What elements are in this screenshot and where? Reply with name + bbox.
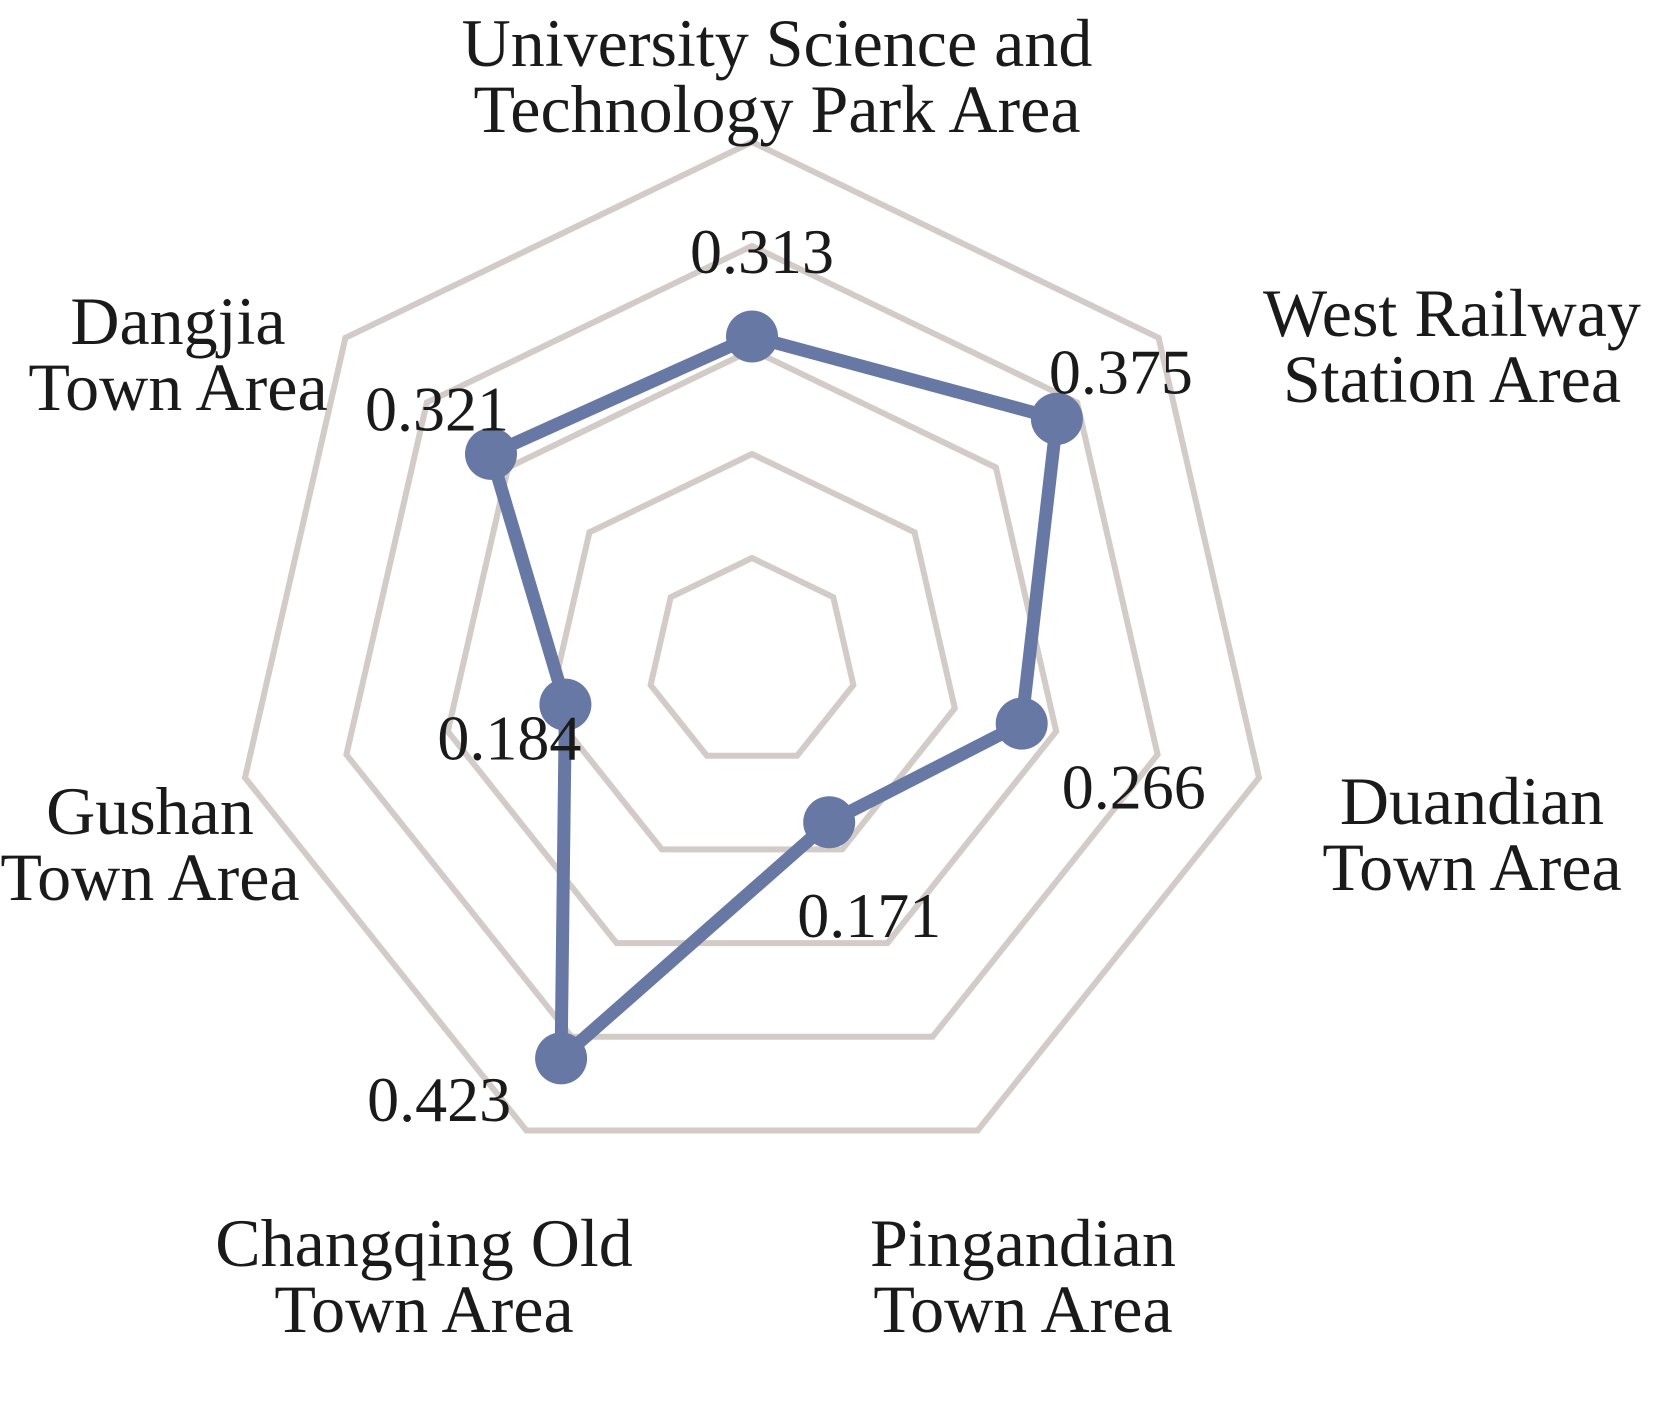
data-point-1 bbox=[726, 310, 778, 363]
axis-label-5-line-2: Town Area bbox=[274, 1271, 573, 1347]
axis-label-3-line-1: Duandian bbox=[1340, 763, 1604, 839]
grid-ring-3 bbox=[444, 346, 1060, 947]
radar-grid bbox=[241, 138, 1263, 1134]
grid-ring-4 bbox=[343, 242, 1161, 1040]
data-point-5 bbox=[535, 1032, 588, 1085]
grid-ring-5 bbox=[241, 138, 1263, 1134]
axis-label-5-line-1: Changqing Old bbox=[215, 1205, 632, 1281]
axis-label-3: Duandian Town Area bbox=[1322, 763, 1621, 905]
value-label-4: 0.171 bbox=[797, 880, 941, 951]
data-point-7 bbox=[465, 427, 517, 480]
value-labels: 0.313 0.375 0.266 0.171 0.423 0.184 0.321 bbox=[365, 216, 1206, 1135]
radar-series bbox=[465, 310, 1083, 1085]
data-point-4 bbox=[803, 796, 856, 849]
axis-label-5: Changqing Old Town Area bbox=[215, 1205, 632, 1347]
grid-ring-1 bbox=[647, 554, 857, 759]
grid-ring-2 bbox=[545, 450, 959, 853]
axis-label-2-line-1: West Railway bbox=[1263, 275, 1641, 351]
data-point-2 bbox=[1030, 392, 1083, 445]
axis-label-4-line-2: Town Area bbox=[873, 1271, 1172, 1347]
axis-label-7-line-2: Town Area bbox=[28, 349, 327, 425]
series-line bbox=[484, 330, 1064, 1065]
axis-label-6-line-1: Gushan bbox=[46, 773, 254, 849]
axis-label-1-line-2: Technology Park Area bbox=[473, 71, 1080, 147]
axis-label-2: West Railway Station Area bbox=[1263, 275, 1641, 417]
data-point-6 bbox=[539, 678, 592, 731]
axis-label-2-line-2: Station Area bbox=[1283, 341, 1621, 417]
value-label-1: 0.313 bbox=[690, 216, 834, 287]
value-label-3: 0.266 bbox=[1062, 751, 1206, 822]
value-label-6: 0.184 bbox=[437, 702, 581, 773]
axis-label-7-line-1: Dangjia bbox=[70, 283, 285, 359]
data-point-3 bbox=[995, 697, 1048, 750]
axis-labels: University Science and Technology Park Ar… bbox=[0, 5, 1641, 1347]
axis-label-6: Gushan Town Area bbox=[0, 773, 299, 915]
axis-label-1-line-1: University Science and bbox=[462, 5, 1093, 81]
axis-label-4: Pingandian Town Area bbox=[870, 1205, 1176, 1347]
axis-label-1: University Science and Technology Park Ar… bbox=[462, 5, 1093, 147]
axis-label-6-line-2: Town Area bbox=[0, 839, 299, 915]
value-label-5: 0.423 bbox=[367, 1064, 511, 1135]
axis-label-4-line-1: Pingandian bbox=[870, 1205, 1176, 1281]
value-label-7: 0.321 bbox=[365, 374, 509, 445]
axis-label-7: Dangjia Town Area bbox=[28, 283, 327, 425]
axis-label-3-line-2: Town Area bbox=[1322, 829, 1621, 905]
value-label-2: 0.375 bbox=[1049, 336, 1193, 407]
